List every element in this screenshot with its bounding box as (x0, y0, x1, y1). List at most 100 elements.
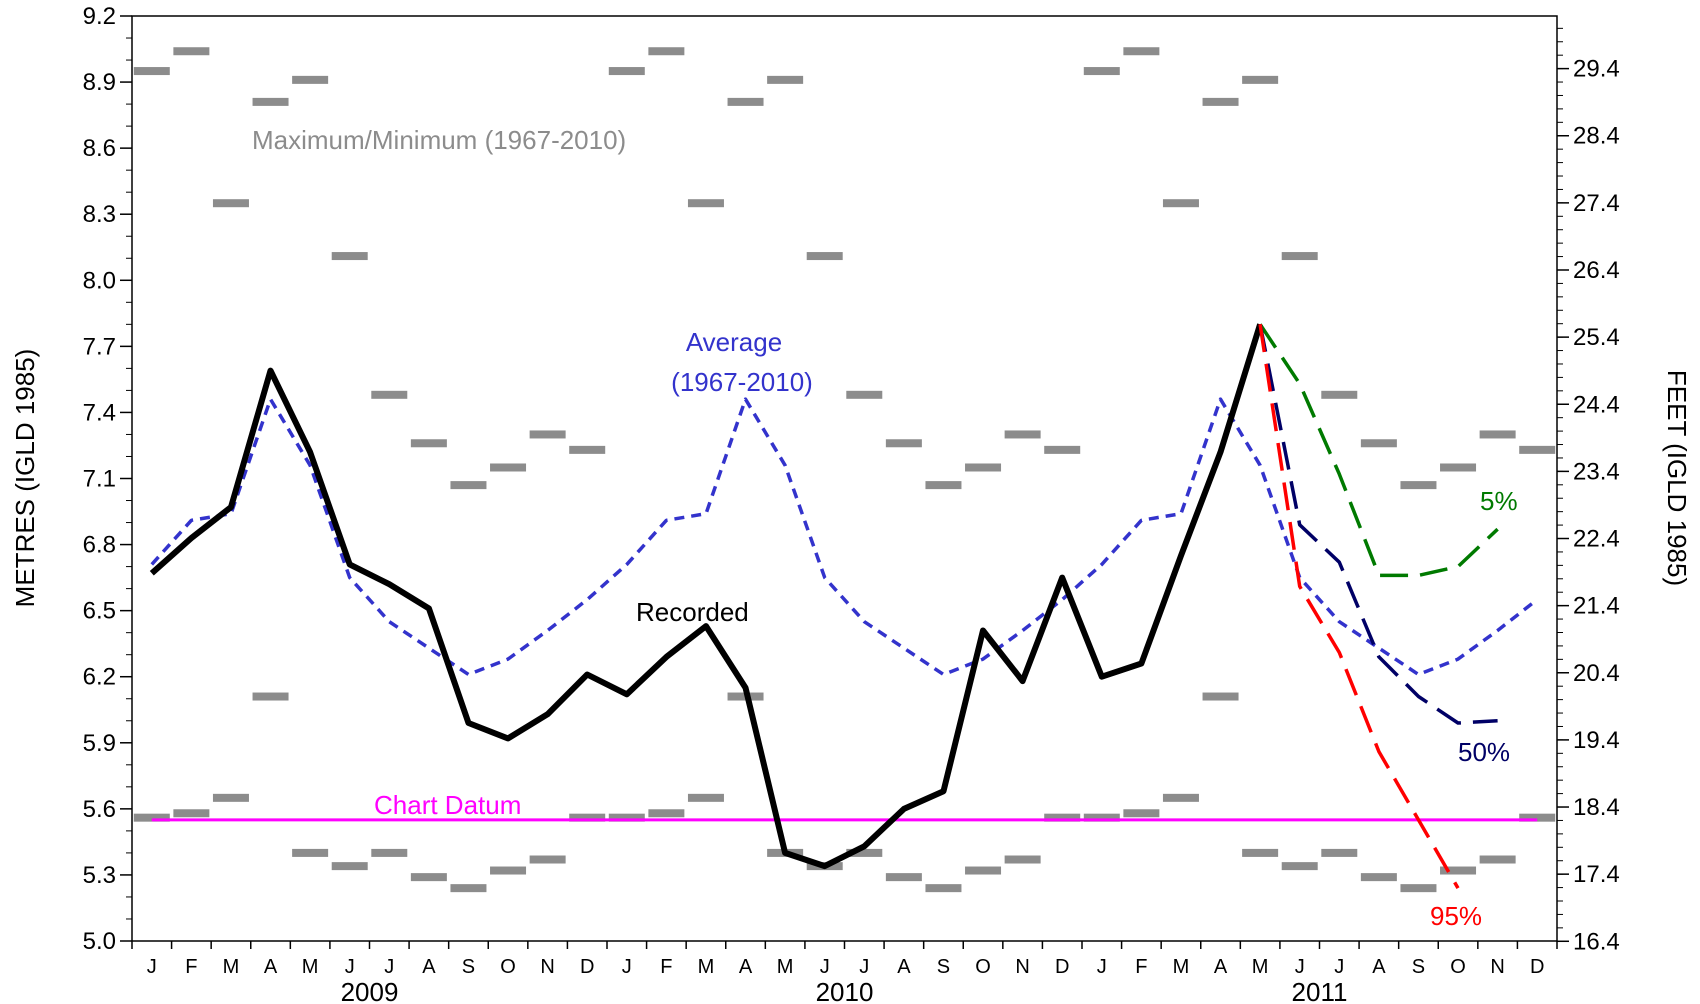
minimum-marker (133, 813, 170, 822)
month-label: J (622, 956, 632, 978)
minimum-marker (1004, 855, 1041, 864)
minimum-marker (212, 793, 249, 802)
left-tick-label: 8.9 (83, 69, 116, 96)
month-label: A (264, 956, 278, 978)
maximum-marker (885, 439, 922, 448)
month-label: J (1097, 956, 1107, 978)
year-label: 2010 (816, 977, 874, 1004)
month-label: N (1015, 956, 1029, 978)
maximum-marker (569, 445, 606, 454)
month-label: S (1412, 956, 1425, 978)
right-tick-label: 21.4 (1573, 593, 1620, 620)
right-tick-label: 17.4 (1573, 861, 1620, 888)
axes: 5.0 5.3 5.6 5.9 6.2 6.5 6.8 7.1 7.4 7.7 8.0 8.3 8.6 8… (83, 3, 1620, 1004)
month-label: M (698, 956, 715, 978)
left-tick-label: 5.9 (83, 730, 116, 757)
year-label: 2011 (1292, 977, 1348, 1004)
average-annotation-line2: (1967-2010) (671, 367, 813, 397)
maximum-marker (1162, 199, 1199, 208)
minimum-marker (1400, 884, 1437, 893)
minimum-marker (1202, 692, 1239, 701)
month-label: J (820, 956, 830, 978)
minimum-marker (1519, 813, 1556, 822)
left-tick-label: 5.0 (83, 928, 116, 955)
maximum-marker (1321, 390, 1358, 399)
minimum-marker (450, 884, 487, 893)
right-tick-label: 18.4 (1573, 794, 1620, 821)
minimum-marker (173, 809, 210, 818)
maximum-marker (292, 75, 329, 84)
maximum-marker (1281, 252, 1318, 261)
left-tick-label: 7.7 (83, 333, 116, 360)
month-label: O (1450, 956, 1466, 978)
maximum-marker (925, 481, 962, 490)
maximum-marker (1440, 463, 1477, 472)
maximum-marker (371, 390, 408, 399)
month-label: S (462, 956, 475, 978)
minimum-marker (410, 873, 447, 882)
right-tick-label: 28.4 (1573, 123, 1620, 150)
minimum-marker (252, 692, 289, 701)
minimum-marker (687, 793, 724, 802)
month-label: J (147, 956, 157, 978)
minimum-marker (292, 848, 329, 857)
minimum-marker (965, 866, 1002, 875)
minimum-marker (371, 848, 408, 857)
minimum-marker (1281, 862, 1318, 871)
maximum-marker (806, 252, 843, 261)
forecast-95-label: 95% (1430, 901, 1482, 931)
right-tick-label: 27.4 (1573, 190, 1620, 217)
left-tick-label: 8.0 (83, 267, 116, 294)
minimum-marker (1479, 855, 1516, 864)
month-label: D (1530, 956, 1544, 978)
recorded-annotation: Recorded (636, 597, 749, 627)
maximum-marker (1004, 430, 1041, 439)
maximum-marker (1123, 47, 1160, 56)
month-label: D (580, 956, 594, 978)
month-label: J (1334, 956, 1344, 978)
maximum-marker (1202, 97, 1239, 106)
minimum-marker (331, 862, 368, 871)
minimum-marker (1321, 848, 1358, 857)
year-label: 2009 (341, 977, 399, 1004)
month-label: A (1372, 956, 1386, 978)
maximum-marker (1083, 67, 1120, 76)
month-label: A (897, 956, 911, 978)
minimum-marker (1083, 813, 1120, 822)
left-tick-label: 5.3 (83, 862, 116, 889)
minimum-marker (529, 855, 566, 864)
month-label: J (384, 956, 394, 978)
max-min-markers (133, 47, 1556, 893)
right-tick-label: 24.4 (1573, 391, 1620, 418)
month-label: N (1490, 956, 1504, 978)
month-label: M (302, 956, 319, 978)
minimum-marker (1123, 809, 1160, 818)
maximum-marker (252, 97, 289, 106)
left-tick-label: 7.1 (83, 466, 116, 493)
left-tick-label: 7.4 (83, 399, 116, 426)
month-label: J (1295, 956, 1305, 978)
month-label: F (660, 956, 672, 978)
right-tick-label: 29.4 (1573, 56, 1620, 83)
maximum-marker (173, 47, 210, 56)
maximum-marker (450, 481, 487, 490)
minimum-marker (885, 873, 922, 882)
minimum-marker (648, 809, 685, 818)
maximum-marker (608, 67, 645, 76)
right-axis-title: FEET (IGLD 1985) (1662, 370, 1692, 586)
minimum-marker (1242, 848, 1279, 857)
minimum-marker (569, 813, 606, 822)
forecast-50-label: 50% (1458, 737, 1510, 767)
maximum-marker (133, 67, 170, 76)
month-label: S (937, 956, 950, 978)
right-tick-label: 25.4 (1573, 324, 1620, 351)
maximum-marker (727, 97, 764, 106)
right-tick-label: 23.4 (1573, 458, 1620, 485)
maximum-marker (1519, 445, 1556, 454)
maximum-marker (1044, 445, 1081, 454)
month-label: M (1173, 956, 1190, 978)
minimum-marker (1044, 813, 1081, 822)
month-label: O (975, 956, 991, 978)
maximum-marker (965, 463, 1002, 472)
